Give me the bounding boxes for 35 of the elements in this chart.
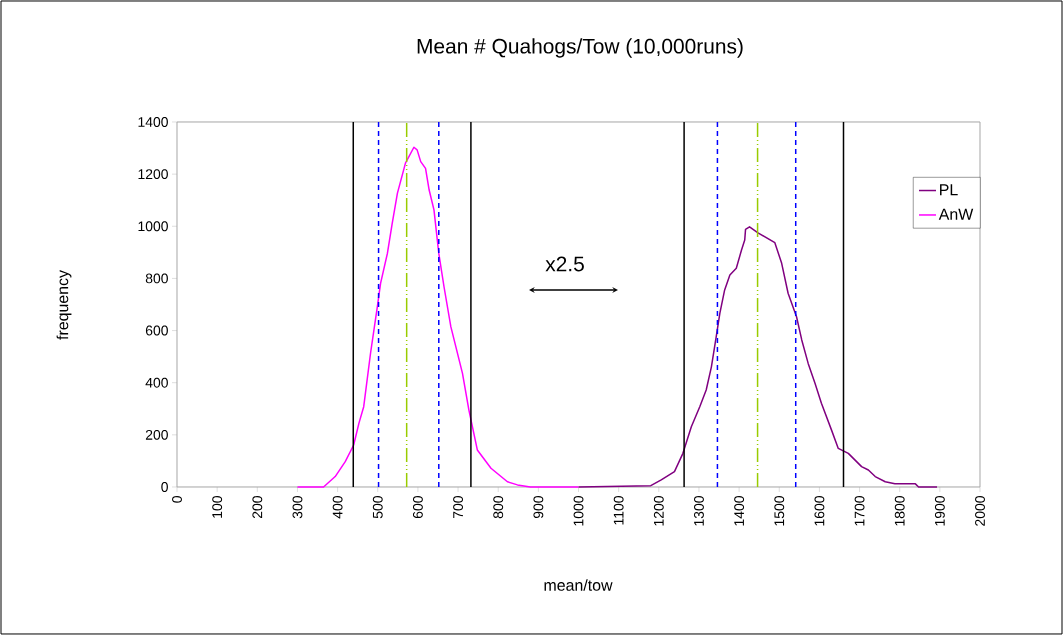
x-tick-label: 1300	[694, 496, 704, 526]
x-tick-label: 800	[493, 496, 504, 519]
legend-label: PL	[940, 184, 958, 196]
y-tick-label: 400	[145, 377, 168, 388]
y-axis-title: frequency	[56, 270, 72, 340]
x-tick-label: 1900	[934, 496, 945, 526]
x-tick-label: 1500	[774, 496, 785, 526]
x-tick-label: 1600	[814, 496, 825, 526]
y-tick-label: 800	[145, 273, 168, 284]
annotation: x2.5	[545, 256, 584, 272]
y-tick-label: 200	[145, 429, 168, 440]
x-tick-label: 900	[533, 496, 544, 519]
x-tick-label: 500	[372, 496, 383, 519]
x-tick-label: 1100	[613, 496, 624, 525]
x-tick-label: 1700	[854, 496, 865, 526]
x-tick-label: 1200	[653, 496, 664, 526]
x-tick-label: 100	[212, 496, 223, 518]
chart-title: Mean # Quahogs/Tow (10,000runs)	[417, 38, 743, 58]
y-tick-label: 0	[161, 482, 168, 492]
y-tick-label: 1400	[138, 117, 168, 127]
y-tick-label: 1000	[138, 221, 168, 232]
legend-label: AnW	[938, 208, 974, 220]
x-tick-label: 0	[172, 496, 182, 503]
x-tick-label: 700	[453, 496, 463, 519]
x-tick-label: 600	[412, 496, 423, 519]
x-tick-label: 300	[292, 496, 303, 519]
y-tick-label: 600	[145, 325, 168, 336]
x-tick-label: 400	[332, 496, 343, 519]
x-tick-label: 2000	[975, 496, 985, 526]
x-tick-label: 1800	[894, 496, 905, 526]
x-tick-label: 200	[252, 496, 263, 519]
x-tick-label: 1400	[734, 496, 745, 526]
x-tick-label: 1000	[573, 496, 584, 526]
y-tick-label: 1200	[138, 169, 168, 180]
x-axis-title: mean/tow	[544, 579, 613, 591]
